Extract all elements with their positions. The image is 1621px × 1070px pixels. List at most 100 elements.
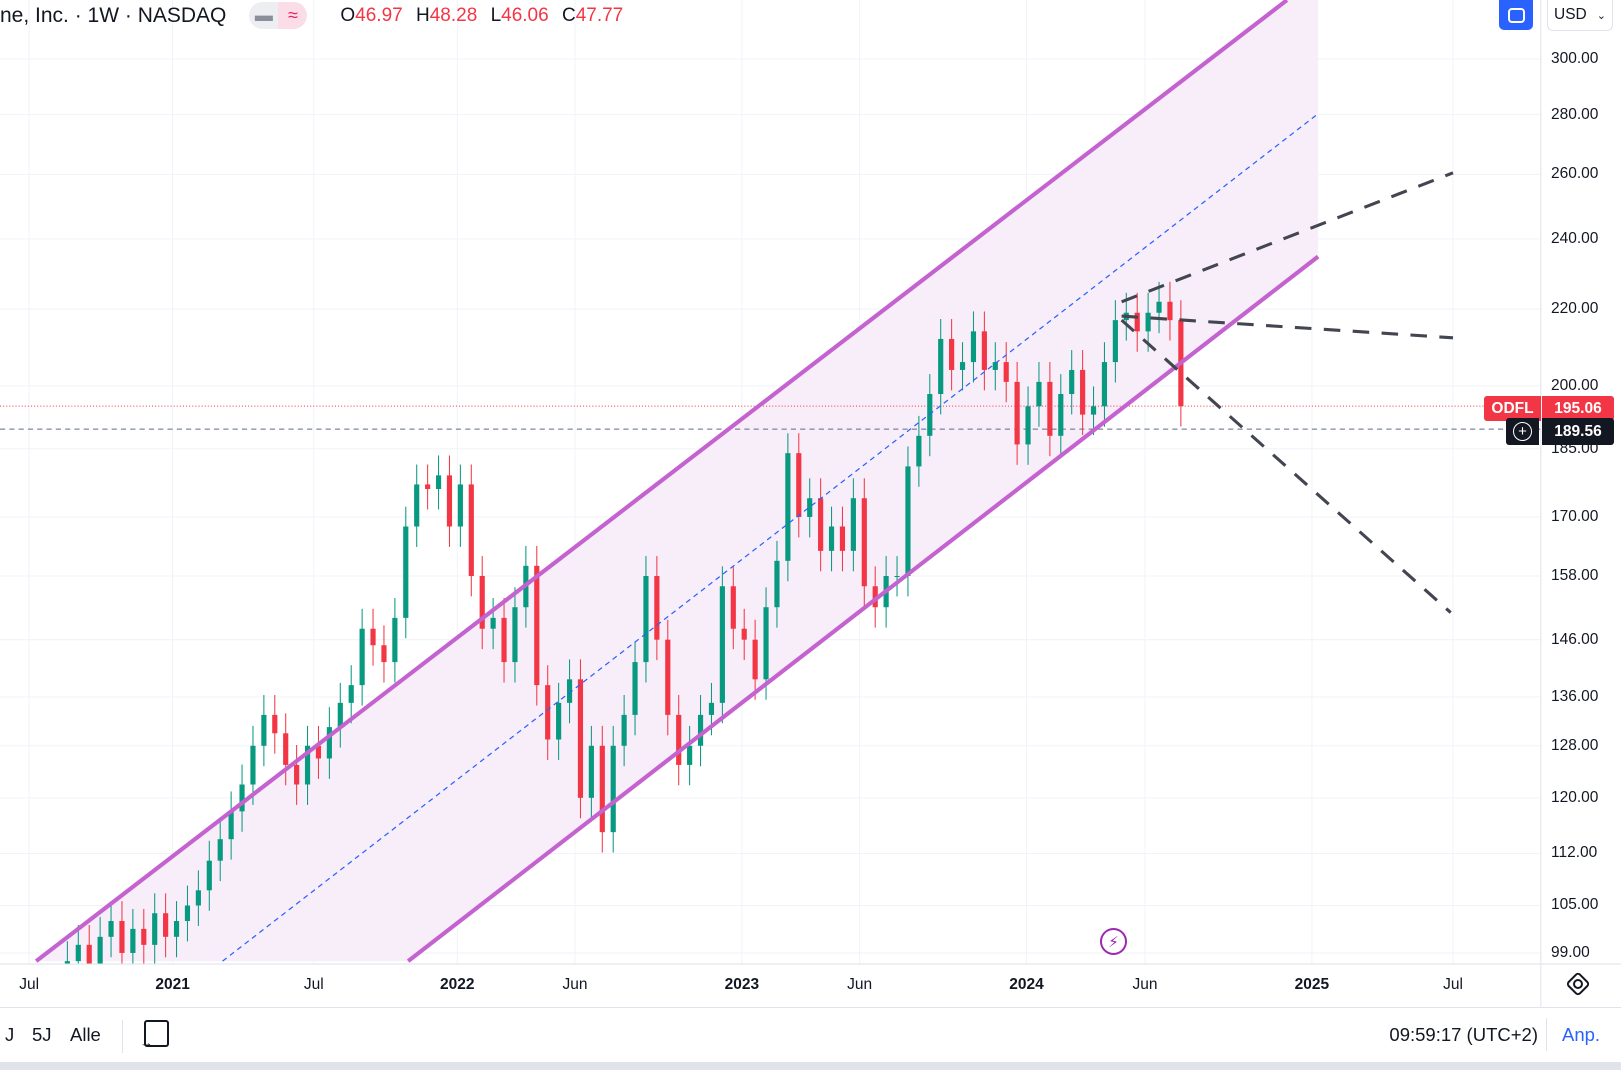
candle-body <box>239 784 245 812</box>
candle-body <box>446 475 453 527</box>
range-button-5j[interactable]: 5J <box>32 1024 52 1045</box>
divider <box>122 1020 123 1053</box>
chart-style-toggle[interactable]: ▬ ≈ <box>249 2 308 29</box>
candle-body <box>272 714 278 734</box>
candle-body <box>959 362 966 370</box>
candle-body <box>687 745 693 765</box>
projection-line <box>1121 314 1454 340</box>
approx-icon[interactable]: ≈ <box>278 2 308 29</box>
candle-body <box>250 745 256 785</box>
candle-body <box>730 586 736 629</box>
projection-line <box>1120 318 1452 614</box>
fullscreen-icon <box>1507 7 1525 23</box>
candle-body <box>938 338 944 395</box>
range-button-j[interactable]: J <box>5 1024 15 1045</box>
candle-body <box>108 921 114 937</box>
crosshair-price-tag: 189.56 <box>1542 418 1614 445</box>
open-label: O <box>340 4 356 26</box>
price-tick-label: 136.00 <box>1551 687 1599 705</box>
currency-value: USD <box>1554 6 1587 23</box>
calendar-goto-icon[interactable]: → <box>140 1020 169 1050</box>
candle-body <box>752 639 758 680</box>
adjust-button[interactable]: Anp. <box>1562 1024 1601 1045</box>
candle-body <box>599 745 605 833</box>
candle-body <box>566 679 573 703</box>
plus-circle-icon: + <box>1513 422 1532 441</box>
price-chart[interactable] <box>0 0 1621 1007</box>
candle-body <box>927 394 933 436</box>
price-tick-label: 300.00 <box>1551 49 1599 67</box>
candle-body <box>763 607 769 680</box>
price-tick-label: 99.00 <box>1551 943 1590 961</box>
ohlc-values: O46.97 H48.28 L46.06 C47.77 <box>332 5 623 27</box>
candle-body <box>992 362 998 370</box>
candle-body <box>1112 320 1118 363</box>
price-tick-label: 128.00 <box>1551 736 1599 754</box>
high-value: 48.28 <box>429 4 478 26</box>
candle-body <box>1025 406 1031 445</box>
time-tick-label: Jun <box>847 976 873 993</box>
candle-body <box>64 961 70 964</box>
candle-body <box>97 936 103 964</box>
candle-body <box>261 714 267 746</box>
candle-body <box>610 745 616 833</box>
price-tick-label: 105.00 <box>1551 896 1599 914</box>
event-marker[interactable]: ⚡︎ <box>1100 928 1127 955</box>
candle-body <box>392 617 398 663</box>
candle-body <box>1069 369 1075 395</box>
candle-body <box>741 628 747 640</box>
time-tick-label: Jul <box>303 976 324 993</box>
bottom-toolbar: J 5J Alle → 09:59:17 (UTC+2) Anp. <box>0 1007 1621 1062</box>
channel-fill <box>36 0 1319 962</box>
candle-body <box>872 586 878 608</box>
candle-body <box>457 484 463 527</box>
candle-body <box>141 928 147 945</box>
time-tick-label: 2025 <box>1294 976 1330 993</box>
price-tick-label: 146.00 <box>1551 630 1599 648</box>
low-value: 46.06 <box>501 4 549 26</box>
candle-body <box>304 745 311 785</box>
candle-body <box>315 745 322 759</box>
symbol-legend: ne, Inc. · 1W · NASDAQ ▬ ≈ O46.97 H48.28… <box>0 0 623 31</box>
price-tick-label: 280.00 <box>1551 105 1599 123</box>
price-tick-label: 260.00 <box>1551 165 1599 183</box>
channel-mid-line <box>222 113 1319 962</box>
range-button-alle[interactable]: Alle <box>70 1024 101 1045</box>
clock[interactable]: 09:59:17 (UTC+2) <box>1389 1024 1538 1045</box>
candle-body <box>1167 301 1173 321</box>
candle-body <box>217 839 223 861</box>
candle-body <box>1014 381 1020 445</box>
candle-body <box>676 714 682 765</box>
candle-body <box>785 453 791 561</box>
currency-select[interactable]: USD ⌄ <box>1547 0 1613 31</box>
candle-body <box>173 921 180 937</box>
time-tick-label: Jun <box>1132 976 1158 993</box>
time-tick-label: 2022 <box>440 976 475 993</box>
fullscreen-button[interactable] <box>1499 0 1533 30</box>
candle-body <box>119 921 125 953</box>
candle-body <box>283 733 289 765</box>
candle-body <box>359 628 365 686</box>
candle-body <box>665 639 671 715</box>
channel-lower-line <box>406 254 1320 963</box>
minus-icon[interactable]: ▬ <box>249 2 279 29</box>
candle-body <box>1090 406 1097 415</box>
candle-body <box>381 645 387 663</box>
candle-body <box>1145 312 1151 332</box>
time-tick-label: Jul <box>19 976 40 993</box>
add-alert-button[interactable]: + <box>1506 418 1539 445</box>
price-tick-label: 158.00 <box>1551 566 1599 584</box>
candle-body <box>479 575 485 629</box>
price-tick-label: 170.00 <box>1551 507 1599 525</box>
candle-body <box>86 944 92 964</box>
price-tick-label: 240.00 <box>1551 229 1599 247</box>
time-tick-label: 2024 <box>1009 976 1044 993</box>
candle-body <box>949 338 955 370</box>
symbol-title[interactable]: ne, Inc. · 1W · NASDAQ <box>0 3 227 27</box>
candle-body <box>490 617 496 629</box>
candle-body <box>1134 312 1140 332</box>
price-tick-label: 112.00 <box>1551 844 1598 862</box>
candle-body <box>370 628 376 646</box>
candle-body <box>697 714 704 746</box>
